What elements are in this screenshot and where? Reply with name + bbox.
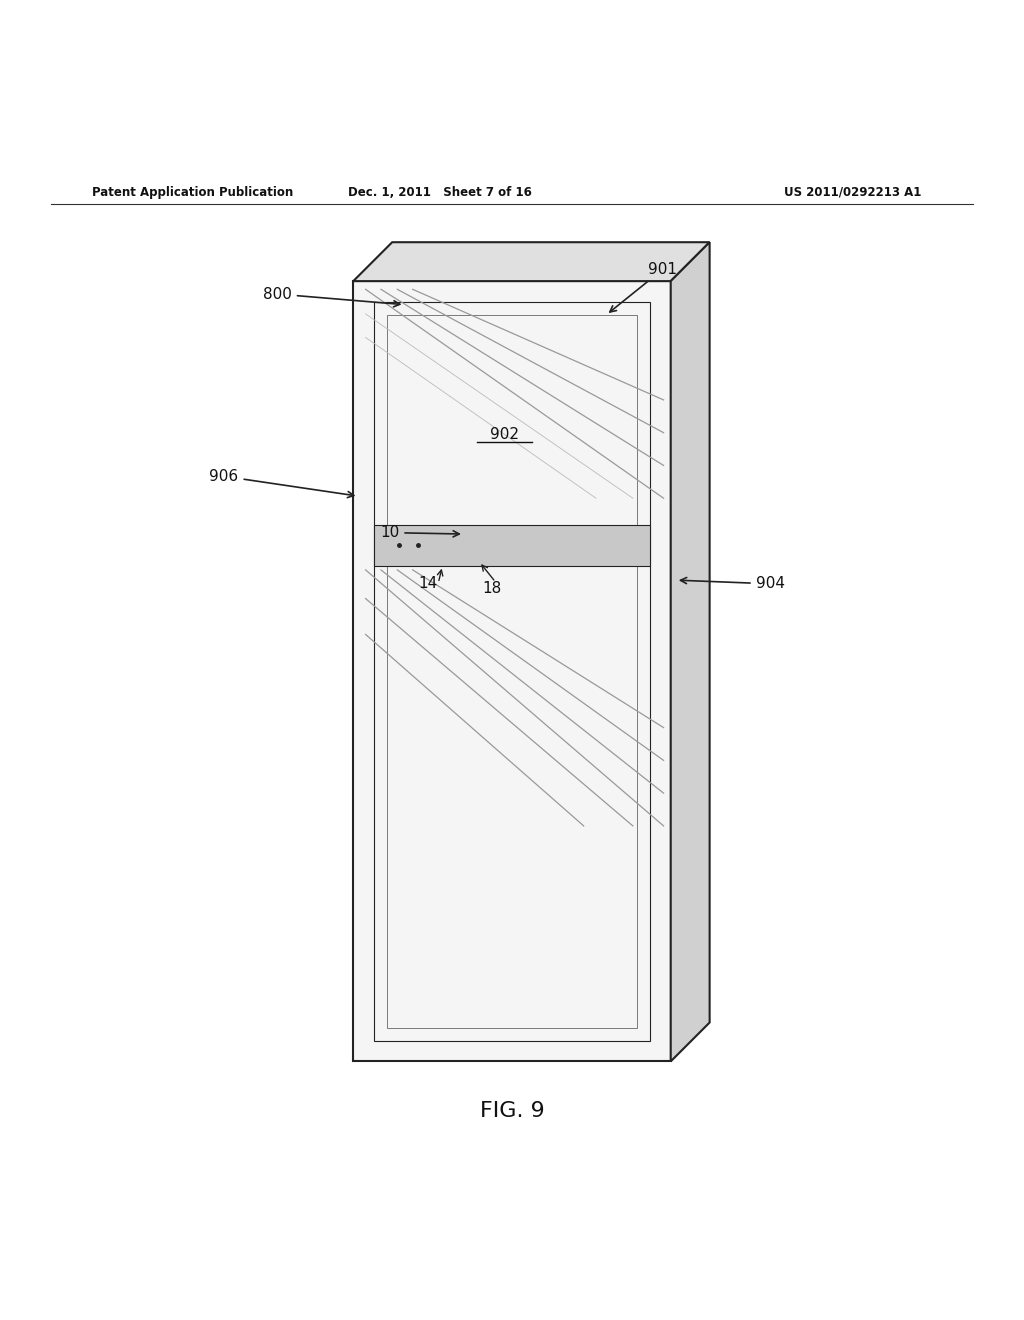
Text: 18: 18 xyxy=(482,581,501,597)
Text: 14: 14 xyxy=(419,577,437,591)
Text: 901: 901 xyxy=(610,261,677,312)
Text: 902: 902 xyxy=(490,428,519,442)
Polygon shape xyxy=(353,281,671,1061)
Text: FIG. 9: FIG. 9 xyxy=(479,1101,545,1121)
Polygon shape xyxy=(671,242,710,1061)
Text: 904: 904 xyxy=(681,577,784,591)
Text: 800: 800 xyxy=(263,286,399,306)
Polygon shape xyxy=(374,525,650,566)
Polygon shape xyxy=(353,242,710,281)
Text: Patent Application Publication: Patent Application Publication xyxy=(92,186,294,198)
Text: Dec. 1, 2011   Sheet 7 of 16: Dec. 1, 2011 Sheet 7 of 16 xyxy=(348,186,532,198)
Text: US 2011/0292213 A1: US 2011/0292213 A1 xyxy=(784,186,922,198)
Text: 906: 906 xyxy=(210,469,354,498)
Text: 10: 10 xyxy=(380,525,459,540)
